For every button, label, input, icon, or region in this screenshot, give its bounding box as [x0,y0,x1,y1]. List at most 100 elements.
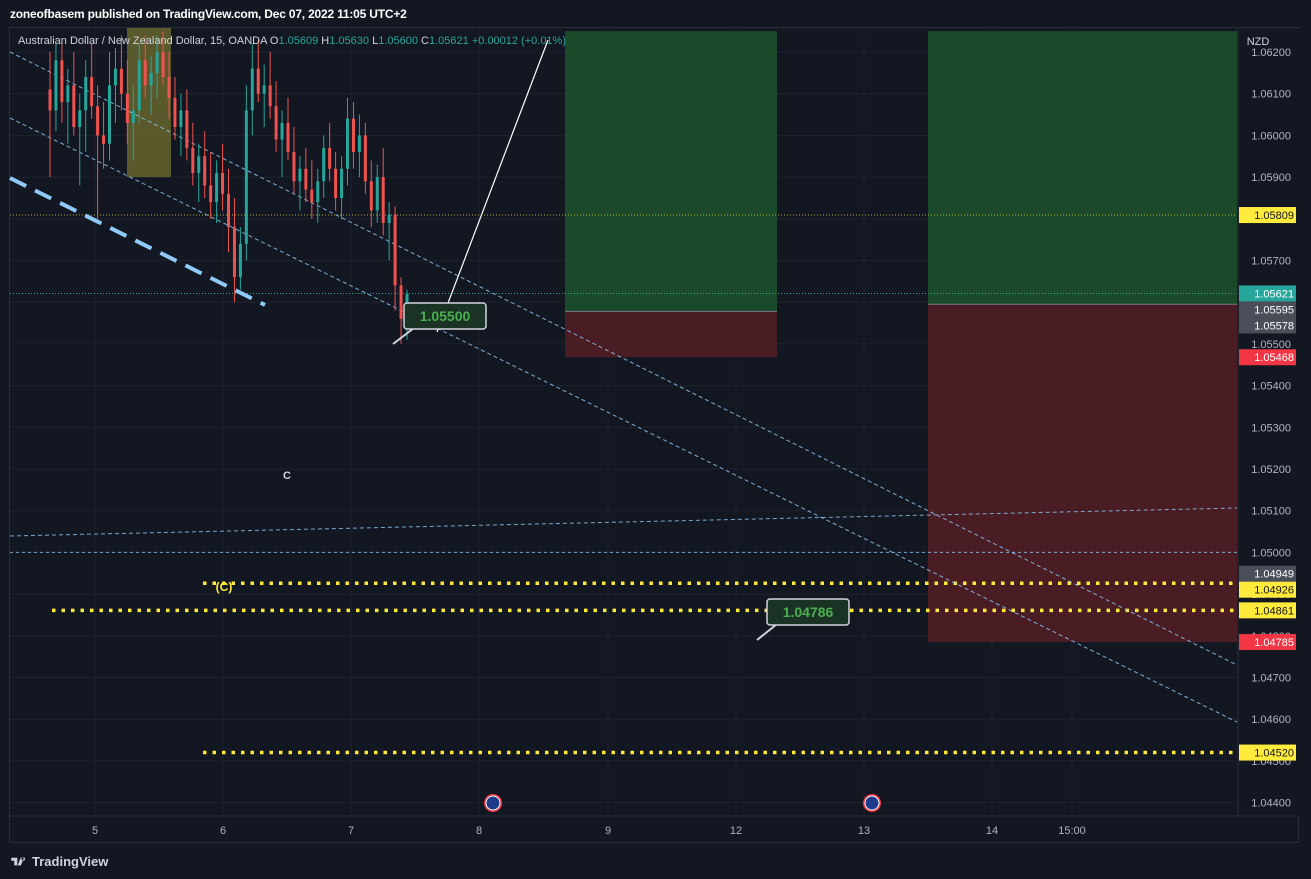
candle-body-36[interactable] [262,85,266,94]
close-value: 1.05621 [428,35,469,47]
price-tag-4[interactable] [1239,349,1296,366]
candle-body-13[interactable] [125,93,129,123]
price-tag-8[interactable] [1239,634,1296,651]
candle-body-11[interactable] [113,68,117,86]
candle-body-56[interactable] [381,177,385,223]
price-axis[interactable] [1238,28,1299,816]
candle-body-46[interactable] [322,147,326,182]
candle-body-53[interactable] [363,135,367,182]
candle-body-27[interactable] [209,185,213,203]
price-tag-7[interactable] [1239,602,1296,619]
candle-body-21[interactable] [173,97,177,128]
candle-body-42[interactable] [298,168,302,182]
callout-box-1[interactable] [766,598,850,626]
candle-body-8[interactable] [96,106,100,136]
position-1-profit-zone[interactable] [565,31,777,312]
channel-upper-line[interactable] [9,51,1238,666]
candle-body-4[interactable] [72,85,76,128]
time-tick-4: 9 [605,825,611,837]
candle-body-47[interactable] [328,147,332,169]
candle-body-34[interactable] [250,68,254,111]
candle-body-9[interactable] [102,135,106,144]
low-label: L [372,35,379,47]
candle-body-16[interactable] [143,60,147,86]
candle-body-18[interactable] [155,52,159,73]
price-tag-label-8: 1.04785 [1254,637,1294,649]
candle-body-30[interactable] [227,193,230,228]
candle-body-17[interactable] [149,72,153,86]
candle-body-37[interactable] [268,85,272,107]
candle-body-2[interactable] [60,60,64,103]
position-2-profit-zone[interactable] [928,31,1237,305]
candle-body-1[interactable] [54,60,58,111]
candle-body-54[interactable] [369,181,373,211]
candle-body-32[interactable] [238,243,242,278]
price-tag-label-2: 1.05595 [1254,304,1294,316]
candle-body-24[interactable] [191,147,195,173]
candle-body-59[interactable] [399,285,403,319]
candle-body-55[interactable] [375,177,379,211]
high-value: 1.05630 [329,35,370,47]
position-1-loss-zone[interactable] [565,311,777,358]
candle-body-58[interactable] [393,214,397,286]
candle-body-48[interactable] [334,168,338,198]
bold-trendline[interactable] [9,176,266,307]
time-tick-8: 15:00 [1058,825,1086,837]
projection-line[interactable] [436,39,549,333]
candle-body-23[interactable] [185,110,189,148]
candle-body-20[interactable] [167,77,171,98]
channel-lower-line[interactable] [9,117,1238,723]
candle-body-22[interactable] [179,110,183,128]
price-tag-5[interactable] [1239,565,1296,582]
price-tick-3: 1.04700 [1251,673,1291,685]
candle-body-25[interactable] [197,156,201,173]
candle-body-19[interactable] [161,52,165,78]
candle-body-15[interactable] [137,60,141,111]
candle-body-39[interactable] [280,122,284,140]
price-tick-16: 1.06000 [1251,130,1291,142]
price-tag-6[interactable] [1239,581,1296,598]
candle-body-26[interactable] [203,156,207,186]
price-tag-0[interactable] [1239,207,1296,224]
candle-body-43[interactable] [304,168,308,190]
candle-body-40[interactable] [286,122,290,153]
candle-body-49[interactable] [340,168,344,198]
candle-body-3[interactable] [66,85,70,103]
candle-body-33[interactable] [244,110,248,244]
open-value: 1.05609 [278,35,319,47]
candle-body-0[interactable] [48,89,52,111]
candle-body-10[interactable] [108,85,111,144]
candle-body-7[interactable] [90,77,94,107]
candle-body-51[interactable] [351,118,355,153]
candle-body-50[interactable] [346,118,349,169]
callout-box-0[interactable] [403,302,487,330]
chart-canvas[interactable]: 1.055001.04786C(C)NZD1.044001.045001.046… [0,0,1311,846]
candle-body-35[interactable] [256,68,260,94]
candle-body-5[interactable] [78,110,82,128]
price-tag-1[interactable] [1239,285,1296,302]
candle-body-12[interactable] [119,68,123,94]
candle-body-29[interactable] [221,172,225,194]
candle-body-41[interactable] [292,152,296,182]
candle-body-57[interactable] [387,214,391,223]
candle-body-14[interactable] [131,110,135,123]
position-2-loss-zone[interactable] [928,304,1237,643]
symbol-name: Australian Dollar / New Zealand Dollar, … [18,35,267,47]
candle-body-31[interactable] [232,227,236,278]
candle-body-6[interactable] [84,77,88,111]
price-tag-9[interactable] [1239,744,1296,761]
event-flag-icon-1[interactable] [864,795,880,811]
candle-body-28[interactable] [215,172,219,203]
price-tag-2[interactable] [1239,301,1296,318]
high-label: H [321,35,330,47]
callout-pointer-0 [392,327,415,345]
candle-body-44[interactable] [310,189,314,203]
price-tag-3[interactable] [1239,317,1296,334]
candle-body-45[interactable] [316,181,320,203]
candle-body-38[interactable] [274,106,278,140]
rising-dashed-line[interactable] [9,507,1238,537]
candle-body-52[interactable] [357,135,361,153]
event-flag-icon-0[interactable] [485,795,501,811]
tradingview-logo[interactable]: TradingView [10,854,108,869]
tradingview-logo-icon [11,856,25,865]
